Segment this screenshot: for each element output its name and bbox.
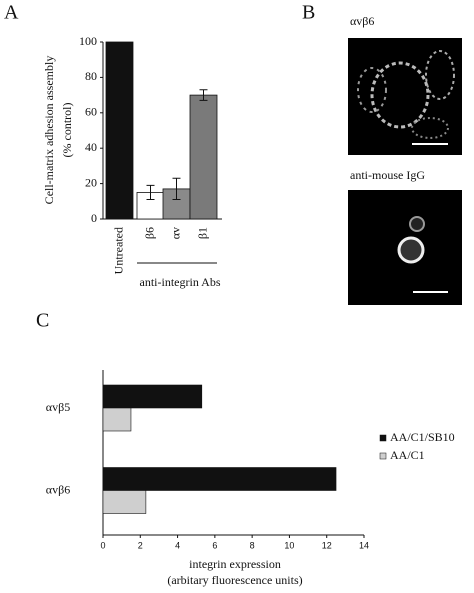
image-label: αvβ6 [350,14,374,28]
y-tick-label: αvβ6 [46,482,70,496]
x-tick-label: 14 [359,540,369,550]
image-label: anti-mouse IgG [350,168,425,182]
panel-letter: B [302,2,315,24]
y-tick-label: 80 [85,69,97,83]
bar [102,384,203,409]
micrograph [348,38,462,155]
y-tick-label: αvβ5 [46,400,70,414]
bar [102,490,147,514]
bar [102,407,132,432]
panel-letter: A [4,2,19,24]
x-axis-label: (arbitary fluorescence units) [167,573,302,587]
x-axis-label: integrin expression [189,557,281,571]
error-bar [146,184,155,201]
bar [105,41,134,220]
x-tick-label: β1 [195,227,209,239]
legend-swatch [379,452,387,460]
y-tick-label: 40 [85,140,97,154]
x-tick-label: αv [168,227,182,239]
y-tick-label: 60 [85,105,97,119]
panel-letter: C [36,310,49,332]
y-tick-label: 100 [79,34,97,48]
legend-label: AA/C1 [390,448,425,462]
x-tick-label: 0 [100,540,105,550]
group-label: anti-integrin Abs [140,275,221,289]
bar [189,94,218,220]
x-tick-label: β6 [142,227,156,239]
error-bar [199,89,208,101]
bar [102,467,337,491]
error-bar [172,177,181,201]
legend-label: AA/C1/SB10 [390,430,455,444]
x-tick-label: 12 [322,540,332,550]
legend-swatch [379,434,387,442]
micrograph [348,190,462,305]
y-tick-label: 20 [85,175,97,189]
y-axis-label: Cell-matrix adhesion assembly [42,56,56,205]
y-axis-label: (% control) [60,103,74,158]
x-tick-label: Untreated [111,227,125,274]
x-tick-label: 4 [175,540,180,550]
x-tick-label: 8 [250,540,255,550]
x-tick-label: 6 [212,540,217,550]
x-tick-label: 2 [138,540,143,550]
x-tick-label: 10 [284,540,294,550]
y-tick-label: 0 [91,211,97,225]
